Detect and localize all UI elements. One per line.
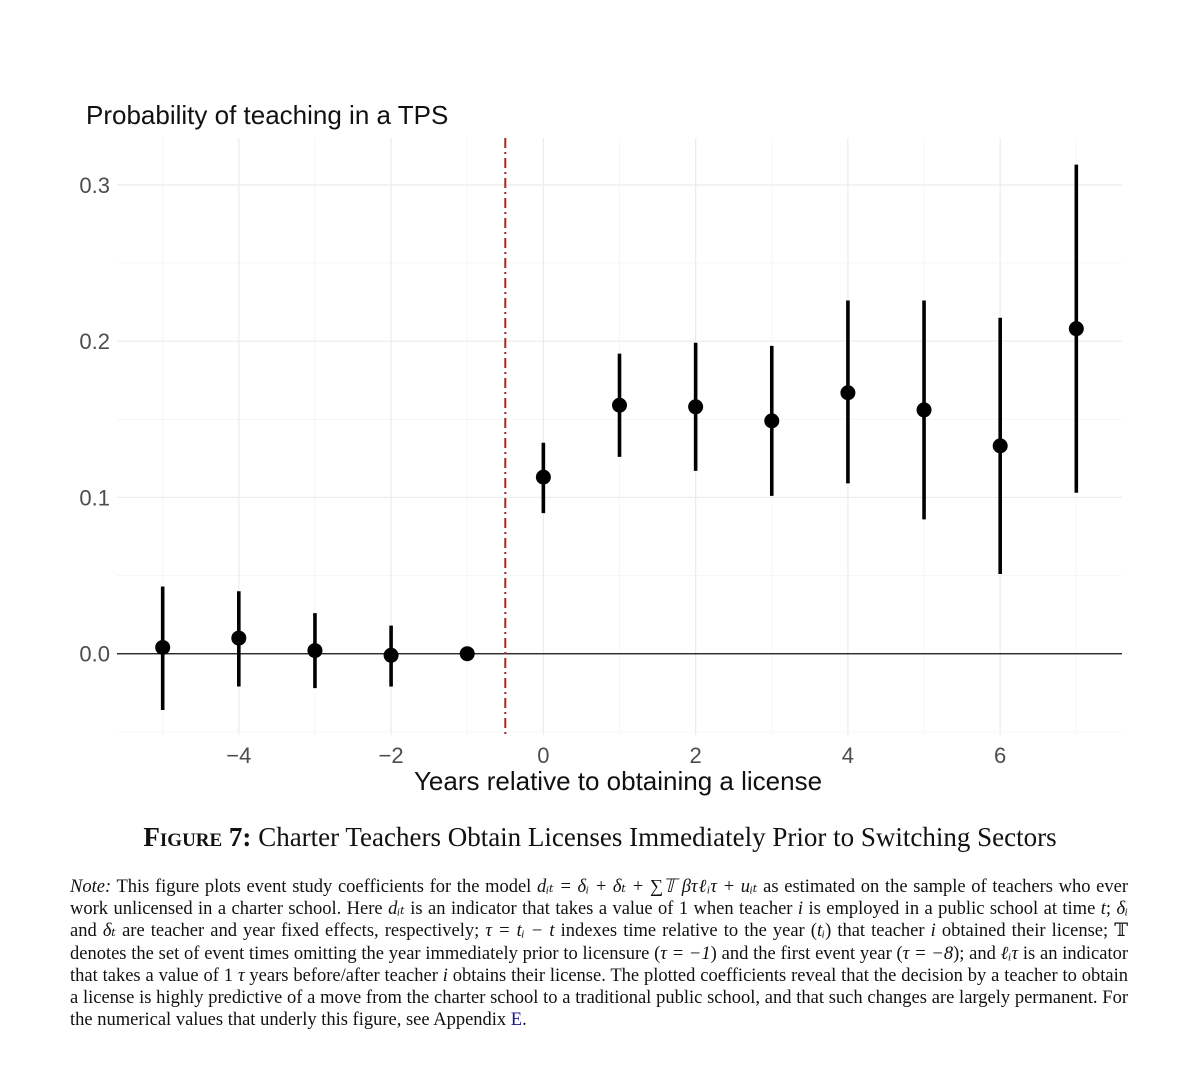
math-symbol: i (442, 965, 448, 986)
coefficient-point (307, 643, 323, 659)
y-tick-label: 0.2 (79, 329, 110, 354)
y-tick-label: 0.0 (79, 642, 110, 667)
note-text: ; (1105, 899, 1117, 920)
note-text: and (70, 921, 103, 942)
note-text: as estimated on the sample of teachers w… (70, 877, 1128, 920)
note-text: is an indicator that takes a value of 1 … (404, 899, 798, 920)
math-symbol: τ = −8 (902, 943, 954, 964)
math-symbol: dᵢₜ (388, 899, 405, 920)
math-symbol: τ (237, 965, 245, 986)
coefficient-point (764, 413, 780, 429)
note-text: . (522, 1010, 527, 1031)
math-symbol: ℓᵢτ (1000, 943, 1019, 964)
note-text: indexes time relative to the year ( (554, 921, 817, 942)
math-symbol: δᵢ (1116, 899, 1128, 920)
coefficient-point (688, 399, 704, 415)
math-symbol: 𝕋 (1114, 921, 1129, 942)
coefficient-point (383, 647, 399, 663)
coefficient-point (840, 385, 856, 401)
model-equation: dᵢₜ = δᵢ + δₜ + ∑𝕋 βτℓᵢτ + uᵢₜ (536, 877, 758, 897)
math-symbol: tᵢ (816, 921, 826, 942)
note-text: is an indicator that takes a value of 1 (70, 943, 1128, 986)
x-tick-label: 6 (994, 743, 1006, 768)
coefficient-point (916, 402, 932, 418)
math-symbol: t (1100, 899, 1106, 920)
coefficient-point (459, 646, 475, 662)
math-symbol: δₜ (102, 921, 116, 942)
x-tick-label: 0 (537, 743, 549, 768)
note-text: obtains their license. The plotted coeff… (70, 965, 1128, 1031)
note-text: ) that teacher (825, 921, 931, 942)
figure-caption: Figure 7: Charter Teachers Obtain Licens… (0, 822, 1200, 853)
appendix-link[interactable]: E (510, 1010, 523, 1031)
math-symbol: τ = tᵢ − t (485, 921, 555, 942)
chart-title: Probability of teaching in a TPS (86, 100, 448, 130)
x-tick-label: −2 (379, 743, 404, 768)
x-tick-label: 4 (842, 743, 854, 768)
coefficient-point (155, 639, 171, 655)
note-text: is employed in a public school at time (803, 899, 1101, 920)
y-tick-label: 0.3 (79, 173, 110, 198)
coefficient-point (1068, 321, 1084, 337)
note-text: ); and (953, 943, 1001, 964)
figure-note: Note: This figure plots event study coef… (70, 876, 1128, 1031)
x-tick-label: 2 (690, 743, 702, 768)
y-tick-label: 0.1 (79, 485, 110, 510)
note-text: ) and the first event year ( (710, 943, 903, 964)
coefficient-point (612, 397, 627, 413)
math-symbol: i (930, 921, 936, 942)
math-symbol: i (797, 899, 804, 920)
note-text: obtained their license; (935, 921, 1115, 942)
coefficient-point (992, 438, 1008, 454)
event-study-chart: Probability of teaching in a TPS 0.00.10… (79, 100, 1122, 796)
note-text: This figure plots event study coefficien… (111, 877, 537, 897)
math-symbol: τ = −1 (660, 943, 711, 964)
coefficient-points (155, 321, 1084, 663)
note-label: Note: (70, 877, 112, 897)
x-tick-label: −4 (226, 743, 251, 768)
note-text: denotes the set of event times omitting … (70, 943, 661, 964)
note-text: are teacher and year fixed effects, resp… (115, 921, 486, 942)
note-text: years before/after teacher (244, 965, 443, 986)
coefficient-point (231, 630, 247, 646)
x-axis-title: Years relative to obtaining a license (414, 766, 822, 796)
figure-label: Figure 7: (143, 822, 252, 852)
x-axis-ticks: −4 −2 0 2 4 6 (226, 743, 1006, 768)
coefficient-point (535, 469, 551, 485)
y-axis-ticks: 0.0 0.1 0.2 0.3 (79, 173, 110, 667)
figure-caption-text: Charter Teachers Obtain Licenses Immedia… (251, 822, 1057, 852)
